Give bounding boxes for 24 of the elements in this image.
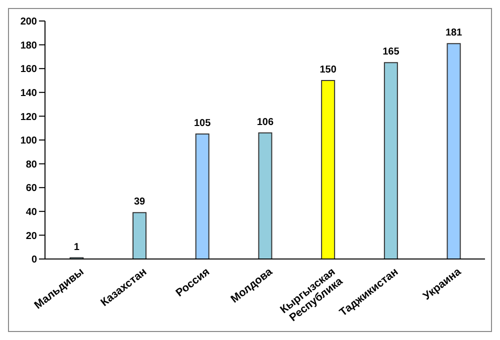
data-label: 1 (74, 242, 80, 253)
bar (321, 80, 336, 259)
data-label: 150 (320, 64, 337, 76)
bar (258, 132, 272, 259)
bar (132, 212, 146, 259)
bar (384, 62, 398, 259)
y-tick-label: 160 (20, 64, 38, 76)
y-tick-label: 60 (26, 183, 38, 194)
y-tick-label: 180 (20, 40, 38, 52)
data-label: 181 (445, 28, 463, 39)
bar (195, 134, 210, 259)
y-tick-label: 20 (26, 230, 38, 242)
y-tick-label: 40 (26, 206, 38, 218)
data-label: 105 (194, 118, 212, 130)
y-tick-label: 80 (26, 159, 38, 170)
data-label: 106 (256, 116, 274, 128)
y-tick-label: 120 (20, 112, 38, 123)
y-tick-label: 140 (20, 88, 38, 99)
y-tick-label: 100 (20, 136, 38, 147)
data-label: 39 (134, 196, 146, 208)
y-tick-label: 200 (20, 16, 38, 28)
y-tick-label: 0 (31, 254, 38, 266)
bar (446, 43, 461, 259)
data-label: 165 (382, 46, 400, 58)
